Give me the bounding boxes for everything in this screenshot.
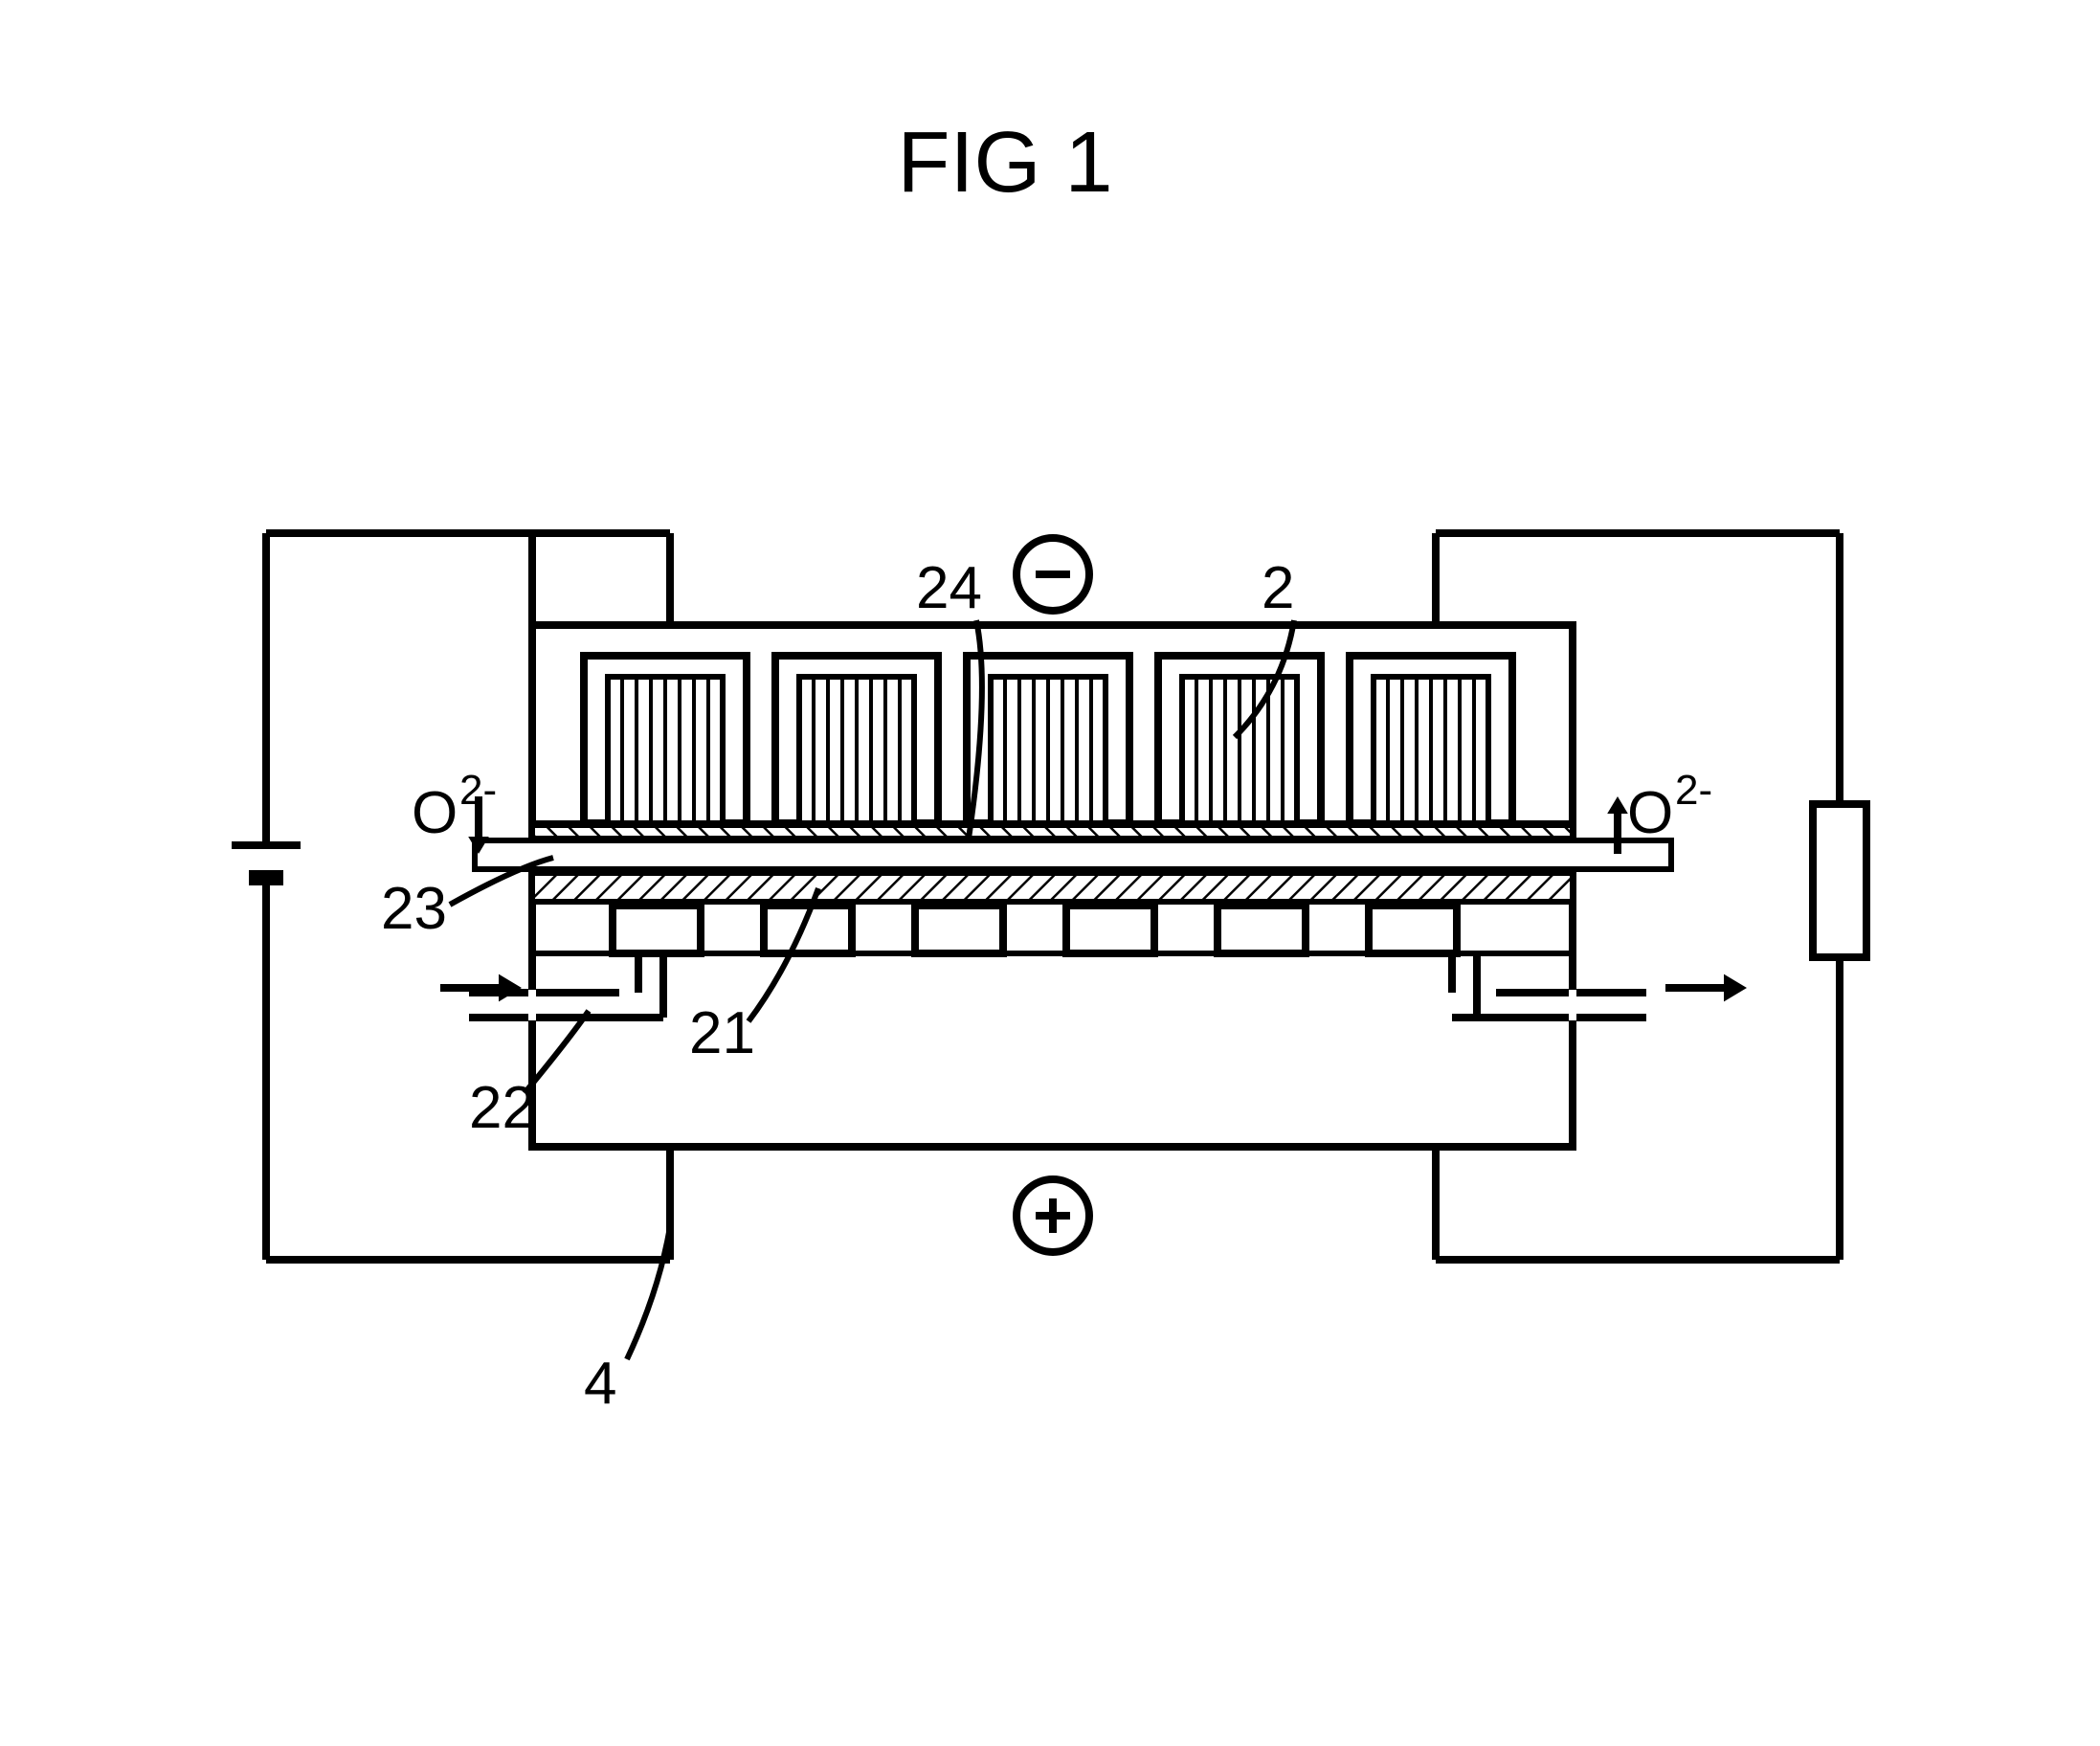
outlet-arrow bbox=[1665, 974, 1747, 1002]
inlet-arrow bbox=[440, 974, 522, 1002]
svg-text:22: 22 bbox=[469, 1075, 535, 1141]
anode-contact bbox=[1218, 906, 1306, 953]
electrolyte-layer bbox=[475, 840, 1671, 869]
svg-text:O: O bbox=[1627, 780, 1673, 846]
cathode-module bbox=[1158, 656, 1321, 823]
upper-hatch-band bbox=[532, 825, 1573, 839]
figure-title: FIG 1 bbox=[897, 115, 1112, 211]
cathode-module bbox=[967, 656, 1129, 823]
minus-terminal-icon bbox=[1016, 538, 1089, 611]
device bbox=[469, 625, 1671, 1147]
ref-label-4: 4 bbox=[584, 1227, 670, 1417]
anode-contact bbox=[613, 906, 701, 953]
anode-contact bbox=[1369, 906, 1457, 953]
anode-contact bbox=[915, 906, 1003, 953]
plus-terminal-icon bbox=[1016, 1179, 1089, 1252]
svg-text:23: 23 bbox=[381, 876, 447, 942]
svg-text:2: 2 bbox=[1262, 555, 1294, 621]
anode-contact bbox=[1066, 906, 1154, 953]
svg-text:O: O bbox=[412, 780, 458, 846]
load-resistor bbox=[1813, 804, 1866, 957]
anode-layer bbox=[532, 873, 1573, 902]
svg-text:2-: 2- bbox=[1675, 767, 1712, 814]
ion-label-left: O2- bbox=[412, 767, 497, 854]
svg-text:24: 24 bbox=[916, 555, 982, 621]
cathode-modules bbox=[532, 656, 1573, 823]
svg-text:4: 4 bbox=[584, 1351, 616, 1417]
cathode-module bbox=[584, 656, 747, 823]
svg-text:21: 21 bbox=[689, 1000, 755, 1066]
cathode-module bbox=[1350, 656, 1512, 823]
cathode-module bbox=[775, 656, 938, 823]
